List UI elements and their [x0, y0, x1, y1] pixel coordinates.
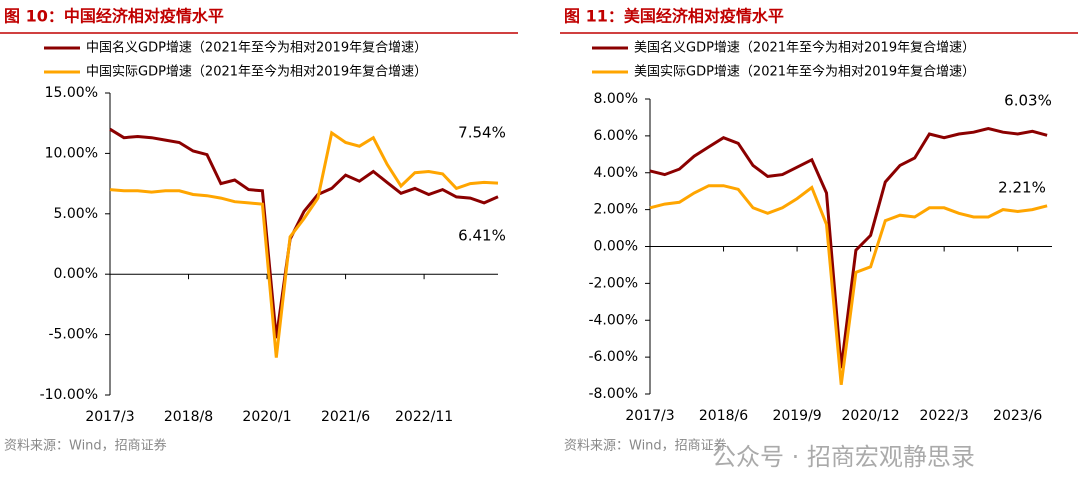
y-tick-label: 6.00% — [594, 128, 638, 144]
y-tick-label: 0.00% — [54, 266, 98, 282]
x-tick-label: 2019/9 — [772, 408, 821, 424]
y-tick-label: -10.00% — [40, 387, 98, 403]
y-tick-label: -6.00% — [588, 349, 638, 365]
y-tick-label: 2.00% — [594, 202, 638, 218]
y-tick-label: 8.00% — [594, 91, 638, 107]
x-tick-label: 2021/6 — [321, 409, 370, 425]
legend-label: 中国名义GDP增速（2021年至今为相对2019年复合增速） — [86, 40, 427, 56]
x-tick-label: 2020/12 — [842, 408, 900, 424]
x-tick-label: 2018/8 — [164, 409, 213, 425]
y-tick-label: 5.00% — [54, 206, 98, 222]
annotation: 2.21% — [998, 179, 1046, 197]
y-tick-label: 4.00% — [594, 165, 638, 181]
annotation: 6.41% — [458, 227, 506, 245]
y-tick-label: -4.00% — [588, 312, 638, 328]
chart-title: 图 11：美国经济相对疫情水平 — [564, 7, 784, 26]
legend-label: 中国实际GDP增速（2021年至今为相对2019年复合增速） — [86, 64, 427, 80]
chart-title: 图 10：中国经济相对疫情水平 — [4, 7, 224, 26]
legend-label: 美国实际GDP增速（2021年至今为相对2019年复合增速） — [634, 64, 975, 80]
x-tick-label: 2022/11 — [395, 409, 453, 425]
x-tick-label: 2017/3 — [85, 409, 134, 425]
series-line — [109, 130, 499, 358]
y-tick-label: 0.00% — [594, 239, 638, 255]
series-line — [649, 126, 1048, 369]
x-tick-label: 2023/6 — [993, 408, 1042, 424]
x-tick-label: 2017/3 — [625, 408, 674, 424]
source-note: 资料来源：Wind，招商证券 — [564, 438, 727, 454]
series-line — [109, 127, 499, 339]
y-tick-label: 10.00% — [45, 145, 98, 161]
y-tick-label: 15.00% — [45, 85, 98, 101]
y-tick-label: -2.00% — [588, 275, 638, 291]
x-tick-label: 2018/6 — [699, 408, 748, 424]
source-note: 资料来源：Wind，招商证券 — [4, 438, 167, 454]
x-tick-label: 2020/1 — [242, 409, 291, 425]
legend-label: 美国名义GDP增速（2021年至今为相对2019年复合增速） — [634, 40, 975, 56]
y-tick-label: -8.00% — [588, 386, 638, 402]
y-tick-label: -5.00% — [48, 327, 98, 343]
series-line — [649, 184, 1048, 385]
watermark: 公众号 · 招商宏观静思录 — [712, 443, 975, 471]
annotation: 7.54% — [458, 124, 506, 142]
x-tick-label: 2022/3 — [920, 408, 969, 424]
annotation: 6.03% — [1004, 92, 1052, 110]
